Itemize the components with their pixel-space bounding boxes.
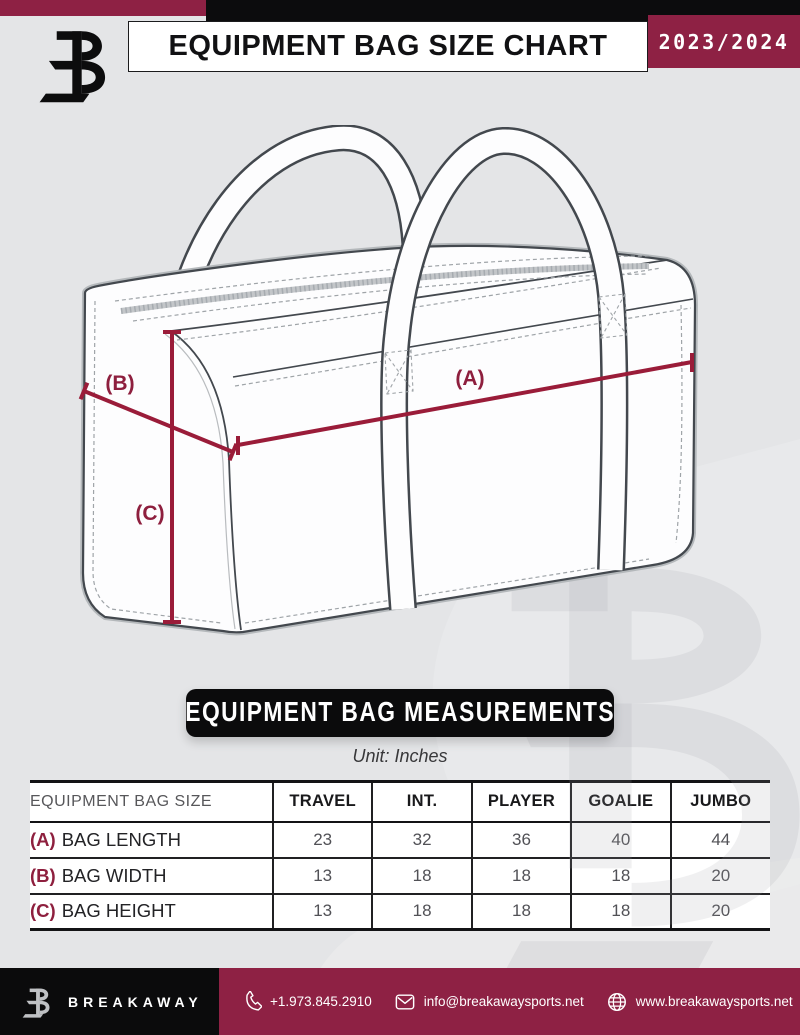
cell-value: 18 (570, 893, 671, 931)
bag-strap-stitching (384, 293, 628, 395)
season-badge: 2023/2024 (648, 15, 800, 68)
size-table: EQUIPMENT BAG SIZE TRAVEL INT. PLAYER GO… (30, 780, 770, 931)
row-title: BAG WIDTH (61, 864, 167, 886)
bag-diagram: (A) (B) (C) (78, 125, 698, 636)
breakaway-b-logo-footer (22, 988, 50, 1018)
cell-value: 13 (271, 857, 373, 895)
size-header-cell: EQUIPMENT BAG SIZE (30, 780, 273, 823)
label-bag-height: (C) (135, 502, 164, 525)
footer-website[interactable]: www.breakawaysports.net (606, 991, 793, 1013)
envelope-icon (395, 993, 415, 1010)
row-title: BAG HEIGHT (61, 900, 176, 922)
footer: BREAKAWAY +1.973.845.2910 info@breakaway… (0, 968, 800, 1035)
row-label-height: (C) BAG HEIGHT (30, 893, 273, 931)
cell-value: 20 (669, 857, 770, 895)
measurements-banner: EQUIPMENT BAG MEASUREMENTS (185, 689, 615, 737)
column-header-jumbo: JUMBO (669, 780, 770, 823)
row-title: BAG LENGTH (61, 828, 181, 850)
footer-email-text: info@breakawaysports.net (423, 994, 584, 1009)
cell-value: 13 (271, 893, 373, 931)
row-prefix: (A) (30, 828, 56, 850)
footer-phone[interactable]: +1.973.845.2910 (241, 991, 372, 1012)
measurement-arrows (78, 330, 694, 624)
row-label-length: (A) BAG LENGTH (30, 821, 273, 859)
cell-value: 18 (371, 893, 472, 931)
cell-value: 36 (470, 821, 572, 859)
table-row-bag-height: (C) BAG HEIGHT 13 18 18 18 20 (30, 893, 770, 931)
footer-brand-name: BREAKAWAY (68, 993, 203, 1010)
footer-website-text: www.breakawaysports.net (635, 994, 793, 1009)
column-header-goalie: GOALIE (570, 780, 671, 823)
row-prefix: (B) (30, 864, 56, 886)
cell-value: 18 (371, 857, 472, 895)
row-label-width: (B) BAG WIDTH (30, 857, 273, 895)
cell-value: 18 (470, 857, 572, 895)
row-prefix: (C) (30, 900, 56, 922)
column-header-int: INT. (371, 780, 472, 823)
cell-value: 44 (669, 821, 770, 859)
cell-value: 18 (570, 857, 671, 895)
footer-contacts: +1.973.845.2910 info@breakawaysports.net… (219, 968, 800, 1035)
footer-phone-text: +1.973.845.2910 (270, 994, 372, 1009)
page-title: EQUIPMENT BAG SIZE CHART (168, 30, 608, 62)
page-title-box: EQUIPMENT BAG SIZE CHART (128, 21, 648, 72)
footer-email[interactable]: info@breakawaysports.net (394, 992, 584, 1012)
table-row-bag-width: (B) BAG WIDTH 13 18 18 18 20 (30, 857, 770, 895)
measurement-labels: (A) (B) (C) (105, 367, 484, 525)
globe-icon (607, 992, 626, 1011)
cell-value: 40 (570, 821, 671, 859)
footer-brand-block: BREAKAWAY (0, 968, 219, 1035)
label-bag-width: (B) (105, 372, 134, 395)
breakaway-b-logo (39, 31, 106, 103)
phone-icon (246, 991, 262, 1011)
cell-value: 20 (669, 893, 770, 931)
table-row-bag-length: (A) BAG LENGTH 23 32 36 40 44 (30, 821, 770, 859)
column-header-travel: TRAVEL (271, 780, 373, 823)
table-header-row: EQUIPMENT BAG SIZE TRAVEL INT. PLAYER GO… (30, 780, 770, 823)
bag-front-handle (380, 127, 629, 611)
label-bag-length: (A) (455, 367, 484, 390)
season-label: 2023/2024 (658, 29, 790, 54)
cell-value: 23 (271, 821, 373, 859)
header-maroon-accent (0, 0, 206, 16)
unit-note: Unit: Inches (352, 746, 448, 766)
column-header-player: PLAYER (470, 780, 572, 823)
cell-value: 18 (470, 893, 572, 931)
cell-value: 32 (371, 821, 472, 859)
measurements-banner-label: EQUIPMENT BAG MEASUREMENTS (185, 696, 615, 728)
